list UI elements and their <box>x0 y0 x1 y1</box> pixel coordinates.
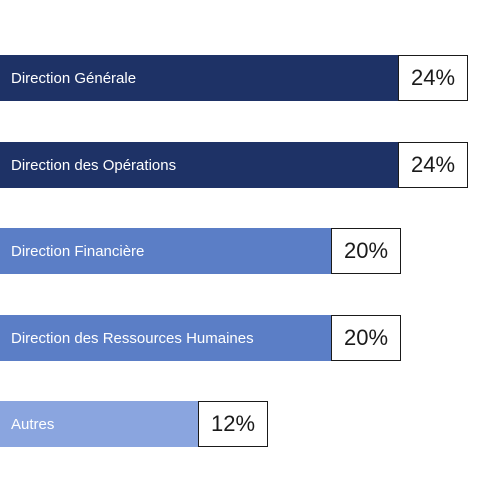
bar: Direction Générale <box>0 55 400 101</box>
category-label: Autres <box>11 415 55 433</box>
category-label: Direction Générale <box>11 69 137 87</box>
bar: Direction des Opérations <box>0 142 400 188</box>
category-label: Direction Financière <box>11 242 145 260</box>
category-label: Direction des Opérations <box>11 156 177 174</box>
value-label: 20% <box>331 228 401 274</box>
bar: Direction des Ressources Humaines <box>0 315 333 361</box>
bar: Autres <box>0 401 200 447</box>
category-label: Direction des Ressources Humaines <box>11 329 254 347</box>
value-label: 20% <box>331 315 401 361</box>
value-label: 12% <box>198 401 268 447</box>
value-label: 24% <box>398 142 468 188</box>
value-label: 24% <box>398 55 468 101</box>
bar: Direction Financière <box>0 228 333 274</box>
